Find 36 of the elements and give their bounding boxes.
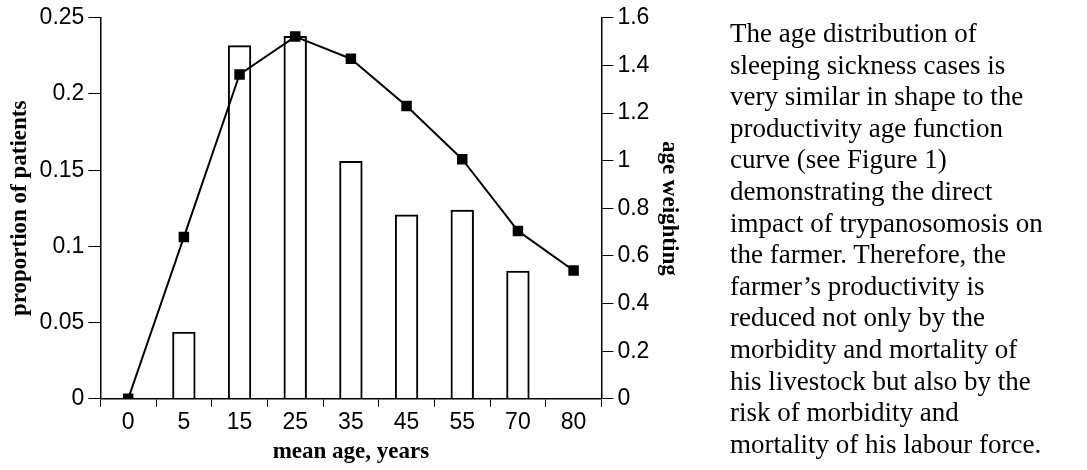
y2-tick-label: 0.2 (617, 336, 650, 363)
x-axis-title: mean age, years (272, 438, 430, 464)
point (289, 31, 301, 42)
x-tick-label: 80 (560, 407, 587, 434)
x-tick-label: 15 (226, 407, 253, 434)
y2-tick-label: 0 (617, 384, 631, 411)
y-tick-label: 0.15 (39, 155, 85, 182)
point (568, 265, 579, 276)
point (345, 53, 357, 64)
x-tick-label: 55 (449, 407, 476, 434)
x-tick-label: 5 (177, 407, 191, 434)
point (234, 69, 245, 80)
y-tick-label: 0 (71, 384, 85, 411)
text: The age distribution of sleeping sickness cases is very similar in shape to the productivity age function curve (see Figure 1) demonstrating the direct impact of trypanosomosis on the farmer. Therefore, the farmer’s productivity is reduced not only by the morbidity and mortality of his livestock but also by the risk of morbidity and mortality of his labour force. (730, 18, 1043, 459)
x-tick-label: 0 (121, 407, 135, 434)
point (401, 100, 412, 112)
y-tick-label: 0.2 (52, 79, 85, 106)
y2-tick-label: 1.4 (617, 50, 650, 77)
y2-tick-label: 1.2 (617, 98, 650, 125)
point (178, 231, 190, 243)
y2-tick-label: 0.8 (617, 193, 650, 220)
y2-axis-title: age weighting (658, 140, 684, 277)
x-tick-label: 70 (505, 407, 531, 434)
y2-tick-label: 0.4 (617, 288, 650, 315)
y-tick-label: 0.25 (39, 3, 85, 30)
point (457, 154, 468, 165)
y2-tick-label: 0.6 (617, 241, 650, 268)
x-tick-label: 25 (282, 407, 309, 434)
x-tick-label: 45 (393, 407, 420, 434)
y-tick-label: 0.05 (39, 307, 85, 334)
y-tick-label: 0.1 (52, 231, 85, 258)
y-axis-title: proportion of patients (5, 100, 31, 317)
x-tick-label: 35 (338, 407, 364, 434)
point (512, 225, 524, 237)
y2-tick-label: 1 (617, 146, 631, 173)
y2-tick-label: 1.6 (617, 3, 650, 30)
